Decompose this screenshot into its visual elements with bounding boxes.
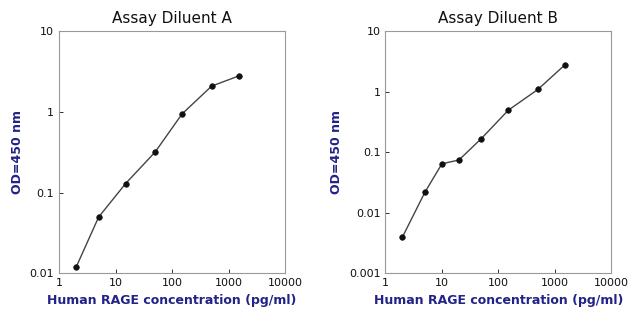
X-axis label: Human RAGE concentration (pg/ml): Human RAGE concentration (pg/ml) [47, 294, 297, 307]
Y-axis label: OD=450 nm: OD=450 nm [330, 110, 344, 195]
X-axis label: Human RAGE concentration (pg/ml): Human RAGE concentration (pg/ml) [374, 294, 623, 307]
Title: Assay Diluent A: Assay Diluent A [112, 11, 232, 26]
Y-axis label: OD=450 nm: OD=450 nm [11, 110, 24, 195]
Title: Assay Diluent B: Assay Diluent B [438, 11, 559, 26]
